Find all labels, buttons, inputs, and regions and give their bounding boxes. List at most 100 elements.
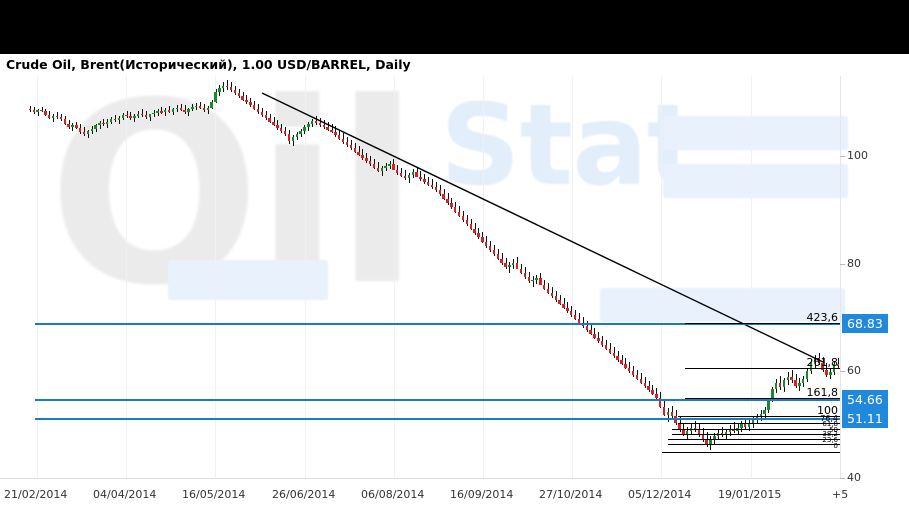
candle-body: [442, 194, 445, 199]
price-badge[interactable]: 51.11: [842, 409, 888, 429]
candle-body: [225, 85, 229, 87]
candle-body: [338, 135, 341, 139]
candle-body: [500, 258, 503, 264]
fibonacci-line[interactable]: [672, 434, 840, 436]
fibonacci-label: 76,4: [820, 413, 838, 423]
candle-body: [191, 107, 194, 109]
horizontal-level-line[interactable]: [35, 399, 840, 402]
y-axis-tick: [840, 478, 845, 479]
x-axis-label: 21/02/2014: [4, 488, 68, 501]
candle-body: [160, 111, 163, 113]
candle-body: [786, 377, 789, 381]
candle-body: [643, 382, 646, 387]
candle-body: [631, 371, 635, 376]
horizontal-level-line[interactable]: [35, 418, 840, 421]
candle-body: [195, 106, 198, 108]
candle-body: [40, 109, 43, 112]
watermark-bar-4: [168, 260, 328, 300]
candle-body: [314, 121, 318, 124]
candle-body: [647, 386, 650, 391]
x-axis-line: [0, 478, 840, 479]
chart-plot-area[interactable]: Oil Stat 423,6 261,8 161,8 100 76,4 61,8 50 38,…: [0, 76, 909, 478]
candle-body: [821, 363, 824, 370]
y-axis-label: 80: [847, 256, 861, 270]
fibonacci-line[interactable]: [685, 367, 840, 369]
candle-body: [63, 119, 66, 124]
candle-body: [67, 123, 70, 127]
y-axis: 100 80 60 40: [840, 76, 909, 484]
candle-body: [802, 379, 805, 383]
fibonacci-line[interactable]: [668, 444, 840, 446]
x-axis-label: 06/08/2014: [361, 488, 425, 501]
candle-body: [183, 109, 186, 112]
candle-body: [341, 138, 345, 142]
candle-body: [121, 114, 124, 118]
candle-body: [392, 163, 395, 171]
candle-body: [253, 105, 256, 109]
fibonacci-label: 261,8: [806, 355, 839, 369]
candle-body: [771, 389, 774, 400]
candle-body: [477, 233, 480, 238]
candle-body: [601, 341, 604, 346]
candle-body: [686, 430, 689, 434]
candle-body: [604, 345, 608, 349]
candle-body: [283, 131, 287, 135]
candle-body: [519, 268, 523, 273]
fibonacci-line[interactable]: [685, 397, 840, 399]
candle-wick: [200, 101, 201, 109]
fibonacci-line[interactable]: [668, 438, 840, 440]
candle-wick: [231, 81, 232, 92]
candle-wick: [115, 114, 116, 123]
candle-body: [396, 170, 399, 173]
x-axis-label: 27/10/2014: [539, 488, 603, 501]
fibonacci-line[interactable]: [662, 451, 840, 453]
fibonacci-line[interactable]: [685, 323, 840, 325]
y-axis-line: [840, 76, 841, 478]
candle-body: [98, 123, 101, 126]
price-badge[interactable]: 68.83: [842, 314, 888, 334]
fibonacci-line[interactable]: [672, 428, 840, 430]
x-axis-label: 05/12/2014: [628, 488, 692, 501]
candle-body: [140, 113, 144, 116]
candle-body: [361, 154, 364, 158]
candle-wick: [246, 95, 247, 104]
candle-wick: [683, 423, 684, 437]
candle-body: [295, 133, 298, 138]
candle-wick: [734, 422, 735, 433]
horizontal-level-line[interactable]: [35, 323, 840, 326]
candle-body: [585, 326, 588, 331]
candle-body: [102, 123, 105, 125]
candle-body: [129, 116, 132, 119]
candle-body: [701, 435, 704, 440]
candle-body: [403, 175, 407, 179]
candle-wick: [169, 106, 170, 113]
candle-body: [461, 215, 465, 221]
candle-body: [767, 399, 770, 411]
candle-body: [357, 151, 360, 155]
candle-body: [829, 371, 832, 376]
candle-body: [454, 207, 457, 212]
fibonacci-line[interactable]: [678, 415, 840, 417]
candle-body: [457, 211, 461, 216]
candle-wick: [695, 421, 696, 432]
candle-body: [249, 102, 252, 106]
candle-body: [365, 158, 368, 162]
candle-body: [794, 380, 797, 386]
candle-body: [307, 124, 310, 128]
price-badge[interactable]: 54.66: [842, 390, 888, 410]
candle-body: [485, 241, 488, 246]
candle-body: [682, 429, 685, 434]
candle-body: [515, 262, 519, 269]
candle-body: [280, 127, 283, 132]
watermark-bar-1: [663, 116, 848, 150]
candle-body: [268, 118, 271, 122]
y-axis-tick: [840, 263, 845, 265]
candle-wick: [150, 113, 151, 122]
fibonacci-line[interactable]: [678, 423, 840, 425]
candle-body: [550, 292, 554, 297]
candle-body: [133, 115, 136, 119]
candle-body: [82, 131, 86, 135]
fibonacci-label: 161,8: [806, 385, 839, 399]
candle-body: [438, 190, 441, 195]
